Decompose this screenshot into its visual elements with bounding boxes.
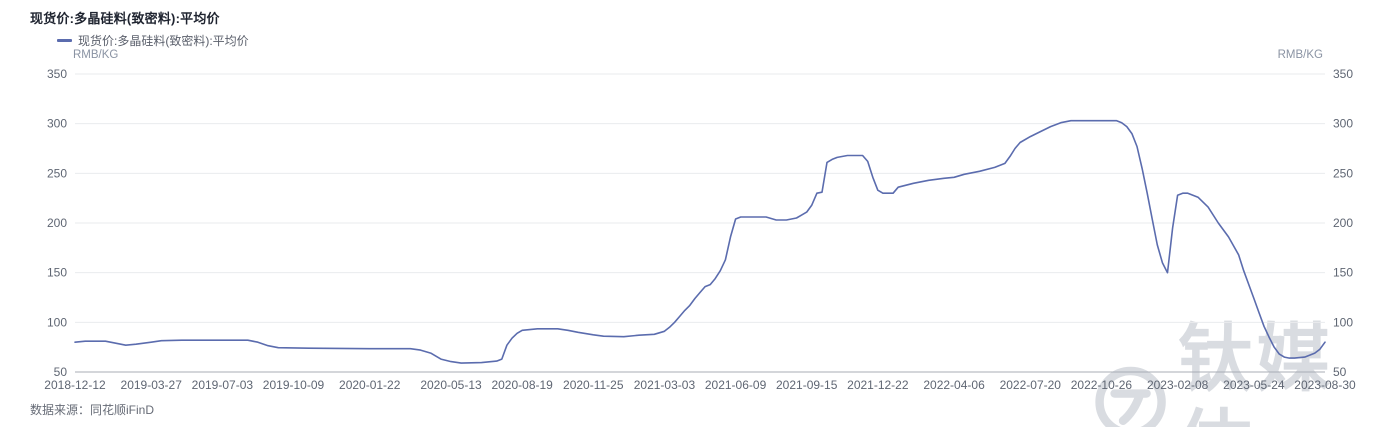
x-axis-label: 2023-08-30 bbox=[1294, 378, 1356, 392]
x-axis-label: 2019-03-27 bbox=[121, 378, 183, 392]
price-line bbox=[74, 119, 1326, 364]
y-axis-label-left: 50 bbox=[54, 365, 68, 379]
x-axis-label: 2018-12-12 bbox=[44, 378, 106, 392]
y-axis-label-left: 150 bbox=[47, 266, 67, 280]
x-axis-label: 2023-05-24 bbox=[1223, 378, 1285, 392]
x-axis-label: 2020-01-22 bbox=[339, 378, 401, 392]
y-axis-label-left: 300 bbox=[47, 117, 67, 131]
x-axis-label: 2020-11-25 bbox=[563, 378, 624, 392]
x-axis-label: 2020-05-13 bbox=[420, 378, 482, 392]
x-axis-label: 2021-12-22 bbox=[847, 378, 909, 392]
x-axis-label: 2022-10-26 bbox=[1071, 378, 1133, 392]
x-axis-label: 2022-07-20 bbox=[1000, 378, 1062, 392]
y-axis-label-left: 250 bbox=[47, 166, 67, 180]
data-source-note: 数据来源：同花顺iFinD bbox=[30, 403, 155, 417]
x-axis-label: 2020-08-19 bbox=[491, 378, 553, 392]
watermark: 钛媒体 bbox=[1093, 316, 1398, 427]
y-axis-unit-right: RMB/KG bbox=[1277, 49, 1323, 61]
x-axis-label: 2021-09-15 bbox=[776, 378, 838, 392]
y-axis-label-right: 350 bbox=[1333, 67, 1353, 81]
y-axis-label-left: 350 bbox=[47, 67, 67, 81]
x-axis-label: 2021-03-03 bbox=[634, 378, 696, 392]
legend-label: 现货价:多晶硅料(致密料):平均价 bbox=[78, 34, 249, 48]
y-axis-label-right: 200 bbox=[1333, 216, 1353, 230]
y-axis-label-right: 100 bbox=[1333, 315, 1353, 329]
x-axis-label: 2022-04-06 bbox=[923, 378, 985, 392]
watermark-text: 钛媒体 bbox=[1178, 316, 1335, 427]
y-axis-label-right: 300 bbox=[1333, 117, 1353, 131]
x-axis-label: 2019-07-03 bbox=[192, 378, 254, 392]
x-axis-label: 2019-10-09 bbox=[263, 378, 325, 392]
y-axis-unit-left: RMB/KG bbox=[73, 49, 119, 61]
legend-item[interactable]: 现货价:多晶硅料(致密料):平均价 bbox=[57, 32, 249, 49]
y-axis-label-right: 250 bbox=[1333, 166, 1353, 180]
y-axis-label-left: 100 bbox=[47, 315, 67, 329]
legend-line-icon bbox=[57, 39, 72, 42]
y-axis-label-right: 50 bbox=[1333, 365, 1347, 379]
watermark-logo-icon bbox=[1095, 366, 1166, 427]
y-axis-label-right: 150 bbox=[1333, 266, 1353, 280]
y-axis-label-left: 200 bbox=[47, 216, 67, 230]
x-axis-label: 2021-06-09 bbox=[705, 378, 767, 392]
x-axis-label: 2023-02-08 bbox=[1147, 378, 1209, 392]
chart-title: 现货价:多晶硅料(致密料):平均价 bbox=[30, 11, 220, 26]
